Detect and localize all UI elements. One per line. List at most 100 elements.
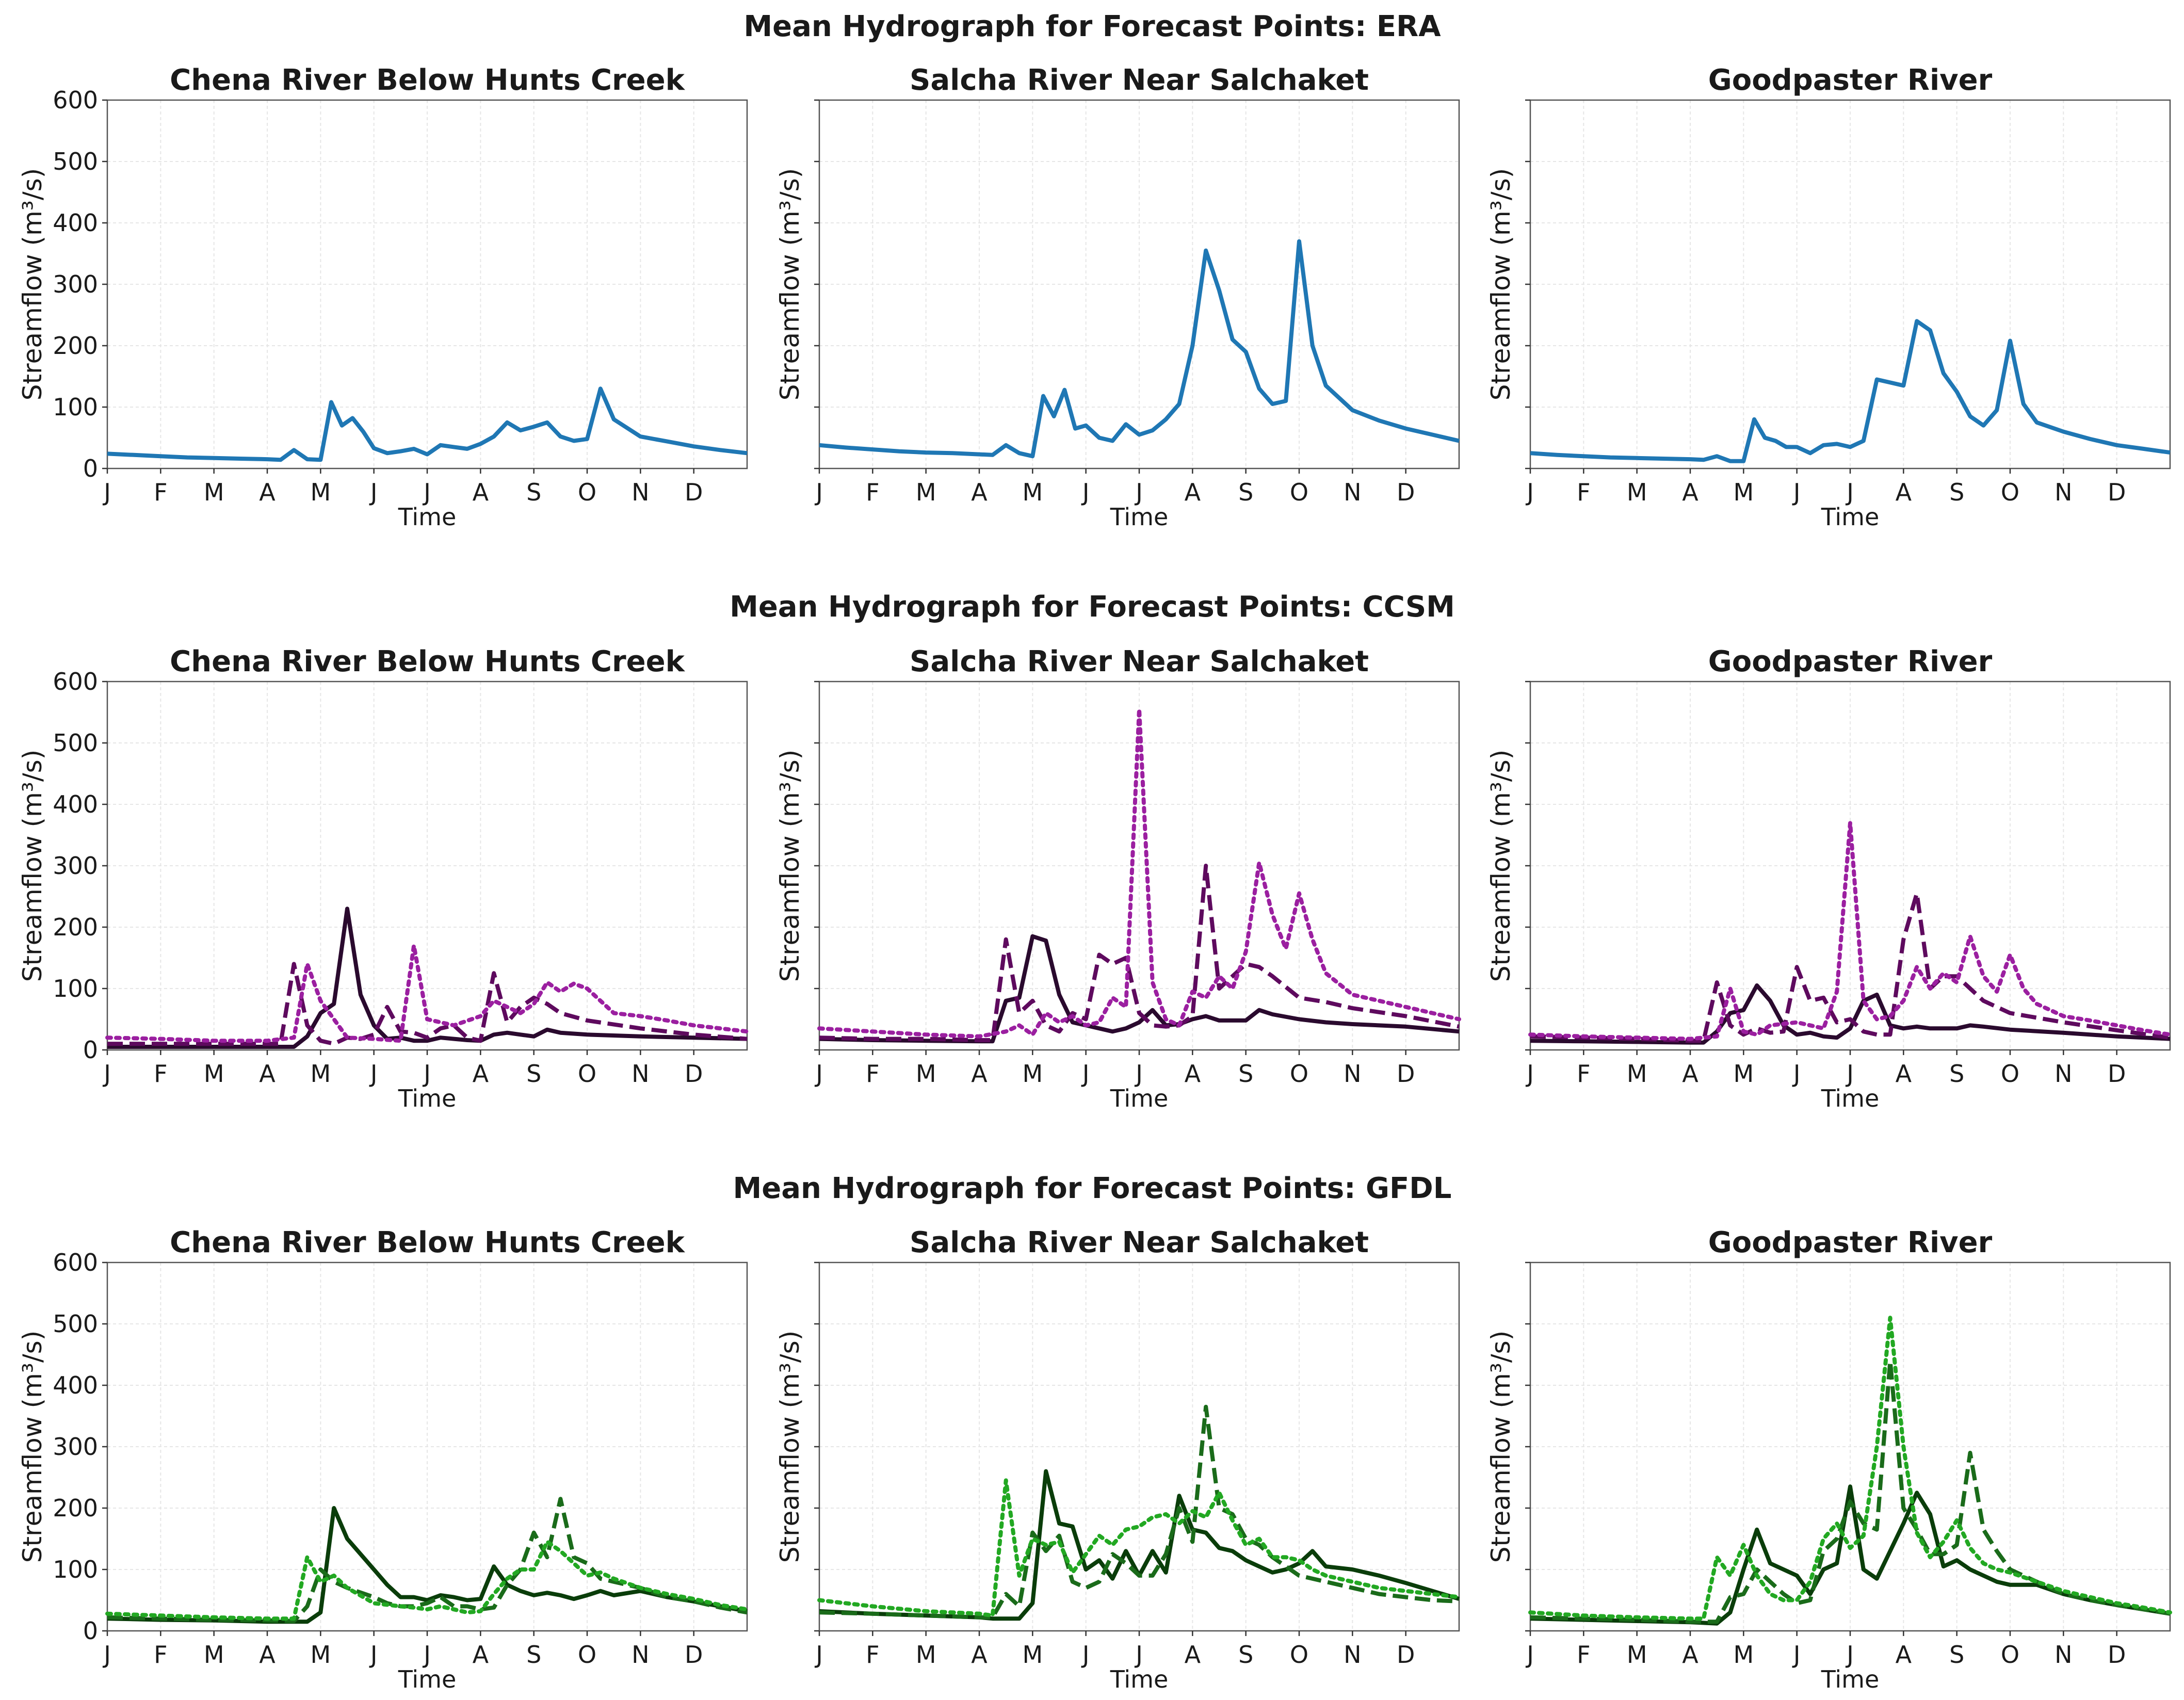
- x-axis-label: Time: [1821, 1665, 1880, 1693]
- x-tick-label: S: [1949, 1641, 1964, 1669]
- x-tick-label: J: [1792, 478, 1801, 506]
- x-tick-label: S: [526, 478, 541, 506]
- x-tick-label: D: [685, 1641, 703, 1669]
- x-tick-label: J: [1134, 1641, 1143, 1669]
- x-tick-label: F: [866, 1060, 879, 1088]
- x-tick-label: N: [1344, 478, 1361, 506]
- series-line: [1530, 1358, 2171, 1624]
- plot-root: Mean Hydrograph for Forecast Points: ERA…: [18, 10, 2172, 1693]
- x-tick-label: A: [971, 1641, 988, 1669]
- x-tick-label: F: [1577, 1641, 1590, 1669]
- x-axis-label: Time: [1821, 503, 1880, 531]
- x-tick-label: A: [1185, 1641, 1201, 1669]
- panel-title: Chena River Below Hunts Creek: [170, 63, 685, 97]
- x-tick-label: F: [866, 478, 879, 506]
- x-axis-label: Time: [398, 503, 457, 531]
- panel-3-3: Goodpaster River J F M A M J J A S O N D Time Streamfl…: [1486, 1226, 2172, 1693]
- x-axis-label: Time: [398, 1084, 457, 1112]
- y-tick-label: 400: [53, 209, 98, 237]
- x-tick-label: N: [632, 1641, 649, 1669]
- y-tick-label: 600: [53, 668, 98, 695]
- x-tick-label: N: [632, 1060, 649, 1088]
- x-tick-label: M: [1022, 478, 1043, 506]
- x-tick-label: M: [1022, 1060, 1043, 1088]
- x-tick-label: M: [204, 478, 224, 506]
- panel-1-3: Goodpaster River J F M A M J J A S O N D Time Streamfl…: [1486, 63, 2171, 531]
- series-line: [817, 1478, 1461, 1618]
- y-tick-label: 100: [53, 1556, 98, 1583]
- x-tick-label: M: [1627, 1641, 1647, 1669]
- x-tick-label: J: [369, 1060, 378, 1088]
- x-tick-label: A: [1185, 478, 1201, 506]
- y-tick-label: 0: [83, 1036, 98, 1064]
- x-tick-label: A: [1682, 478, 1698, 506]
- x-tick-label: F: [154, 478, 167, 506]
- panel-title: Salcha River Near Salchaket: [910, 63, 1369, 97]
- x-tick-label: A: [473, 478, 489, 506]
- y-tick-label: 600: [53, 86, 98, 114]
- x-tick-label: A: [1185, 1060, 1201, 1088]
- series-line: [819, 934, 1460, 1044]
- x-tick-label: M: [204, 1641, 224, 1669]
- y-axis-label: Streamflow (m³/s): [775, 750, 805, 982]
- series-line: [107, 1506, 748, 1624]
- x-tick-label: D: [2108, 1060, 2126, 1088]
- x-tick-label: A: [1896, 1060, 1912, 1088]
- x-tick-label: S: [526, 1641, 541, 1669]
- x-tick-label: M: [204, 1060, 224, 1088]
- chart-group-3: Mean Hydrograph for Forecast Points: GFD…: [18, 1172, 2172, 1693]
- x-tick-label: N: [1344, 1060, 1361, 1088]
- x-tick-label: F: [866, 1641, 879, 1669]
- x-tick-label: M: [916, 1060, 936, 1088]
- x-tick-label: J: [1845, 1641, 1854, 1669]
- x-tick-label: J: [422, 1641, 431, 1669]
- y-tick-label: 100: [53, 975, 98, 1002]
- x-axis-label: Time: [1110, 503, 1169, 531]
- x-tick-label: S: [1949, 478, 1964, 506]
- x-tick-label: A: [1896, 1641, 1912, 1669]
- group-title: Mean Hydrograph for Forecast Points: ERA: [743, 10, 1441, 43]
- x-tick-label: F: [154, 1060, 167, 1088]
- x-tick-label: M: [1733, 1641, 1754, 1669]
- panel-title: Chena River Below Hunts Creek: [170, 645, 685, 678]
- x-tick-label: M: [1627, 1060, 1647, 1088]
- x-tick-label: A: [259, 478, 276, 506]
- series-line: [1528, 820, 2172, 1041]
- x-tick-label: J: [814, 478, 823, 506]
- series-line: [105, 1540, 749, 1621]
- series-line: [819, 864, 1460, 1042]
- x-tick-label: J: [102, 478, 111, 506]
- x-tick-label: J: [1525, 1641, 1534, 1669]
- group-title: Mean Hydrograph for Forecast Points: GFD…: [733, 1172, 1452, 1205]
- x-tick-label: J: [369, 478, 378, 506]
- series-line: [819, 1469, 1460, 1621]
- x-tick-label: O: [2001, 1060, 2019, 1088]
- panel-2-1: Chena River Below Hunts Creek 0 100 200 300 4…: [18, 645, 749, 1112]
- y-axis-label: Streamflow (m³/s): [1486, 168, 1516, 400]
- x-tick-label: O: [2001, 1641, 2019, 1669]
- series-line: [819, 1404, 1460, 1620]
- series-line: [1530, 983, 2171, 1045]
- x-tick-label: J: [369, 1641, 378, 1669]
- y-tick-label: 0: [83, 1617, 98, 1645]
- panel-title: Goodpaster River: [1708, 63, 1993, 97]
- x-tick-label: M: [916, 1641, 936, 1669]
- x-tick-label: M: [1022, 1641, 1043, 1669]
- x-tick-label: M: [310, 1641, 331, 1669]
- y-axis-label: Streamflow (m³/s): [775, 1331, 805, 1563]
- x-tick-label: N: [2054, 1641, 2072, 1669]
- y-axis-label: Streamflow (m³/s): [18, 750, 47, 982]
- panel-title: Goodpaster River: [1708, 1226, 1993, 1259]
- panel-1-2: Salcha River Near Salchaket J F M A M J J A S O N D T…: [775, 63, 1460, 531]
- x-tick-label: J: [1845, 478, 1854, 506]
- x-tick-label: D: [685, 1060, 703, 1088]
- x-tick-label: M: [1733, 478, 1754, 506]
- y-tick-label: 200: [53, 1494, 98, 1522]
- x-tick-label: D: [685, 478, 703, 506]
- x-tick-label: A: [1682, 1641, 1698, 1669]
- x-tick-label: S: [1949, 1060, 1964, 1088]
- series-line: [1530, 319, 2171, 463]
- series-line: [817, 707, 1461, 1039]
